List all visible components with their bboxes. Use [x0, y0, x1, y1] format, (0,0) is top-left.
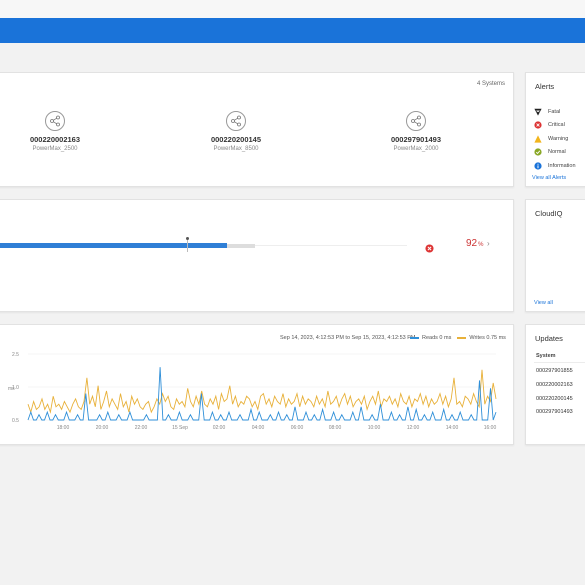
browser-strip [0, 0, 585, 18]
system-id: 000220002163 [29, 135, 81, 144]
alert-row-normal[interactable]: Normal [534, 148, 566, 156]
series-line-writes [27, 369, 497, 414]
app-header-bar [0, 18, 585, 43]
alert-row-fatal[interactable]: Fatal [534, 108, 560, 116]
updates-row[interactable]: 000297901493 [536, 409, 573, 415]
y-tick-label: 1.0 [12, 385, 19, 391]
alert-row-warning[interactable]: Warning [534, 135, 568, 143]
x-tick-label: 20:00 [96, 425, 109, 431]
series-line-reads [27, 367, 497, 421]
alert-label: Normal [548, 149, 566, 155]
alerts-title: Alerts [535, 82, 555, 91]
capacity-marker-dot [186, 237, 189, 240]
writes-legend-label[interactable]: Writes 0.75 ms [469, 335, 506, 341]
chevron-right-icon[interactable]: › [487, 239, 490, 248]
x-tick-label: 06:00 [291, 425, 304, 431]
view-all-alerts-link[interactable]: View all Alerts [532, 175, 567, 181]
x-tick-label: 02:00 [213, 425, 226, 431]
system-item[interactable]: 000220002163 PowerMax_2500 [15, 111, 95, 152]
capacity-divider [255, 245, 407, 246]
updates-row[interactable]: 000220002163 [536, 382, 573, 388]
x-tick-label: 15 Sep [172, 425, 188, 431]
updates-card: Updates System 000297901855 000220002163… [525, 324, 585, 445]
alert-row-critical[interactable]: Critical [534, 121, 565, 129]
cloudiq-card: CloudIQ View all [525, 199, 585, 312]
critical-icon [425, 240, 434, 258]
system-item[interactable]: 000220200145 PowerMax_8500 [196, 111, 276, 152]
share-icon [406, 111, 426, 131]
y-tick-label: 2.5 [12, 352, 19, 358]
systems-count: 4 Systems [476, 81, 505, 87]
reads-legend-label[interactable]: Reads 0 ms [422, 335, 452, 341]
system-id: 000297901493 [390, 135, 442, 144]
x-tick-label: 10:00 [368, 425, 381, 431]
writes-legend-swatch [457, 337, 467, 339]
capacity-percent-unit: % [478, 242, 484, 248]
updates-row[interactable]: 000297901855 [536, 368, 573, 374]
alert-label: Information [548, 163, 576, 169]
updates-column-header: System [536, 353, 556, 359]
updates-title: Updates [535, 334, 563, 343]
system-item[interactable]: 000297901493 PowerMax_2000 [376, 111, 456, 152]
chart-legend: Reads 0 ms Writes 0.75 ms [410, 335, 506, 341]
fatal-icon [534, 108, 542, 116]
latency-chart: ms 2.5 1.0 0.5 18:00 20:00 22:00 15 Sep 02:00 04:… [8, 352, 497, 431]
x-tick-label: 22:00 [135, 425, 148, 431]
alerts-card: Alerts Fatal Critical Warning Normal Inf… [525, 72, 585, 187]
view-all-link[interactable]: View all [534, 300, 553, 306]
warning-icon [534, 135, 542, 143]
systems-card: 4 Systems 000220002163 PowerMax_2500 000… [0, 72, 514, 187]
capacity-marker [187, 240, 188, 252]
alert-label: Warning [548, 136, 569, 142]
x-tick-label: 08:00 [329, 425, 342, 431]
alert-label: Critical [548, 122, 565, 128]
updates-divider [534, 362, 585, 363]
alert-label: Fatal [548, 109, 561, 115]
system-model: PowerMax_2000 [393, 146, 439, 152]
y-axis-label: ms [8, 386, 15, 392]
critical-icon [534, 121, 542, 129]
system-id: 000220200145 [210, 135, 262, 144]
cloudiq-title: CloudIQ [535, 209, 563, 218]
share-icon [45, 111, 65, 131]
updates-row[interactable]: 000220200145 [536, 396, 573, 402]
capacity-percent-value: 92 [466, 238, 478, 249]
y-tick-label: 0.5 [12, 418, 19, 424]
info-icon [534, 162, 542, 170]
share-icon [226, 111, 246, 131]
x-tick-label: 14:00 [446, 425, 459, 431]
alert-row-information[interactable]: Information [534, 162, 576, 170]
date-range[interactable]: Sep 14, 2023, 4:12:53 PM to Sep 15, 2023… [280, 335, 416, 341]
reads-legend-swatch [410, 337, 419, 339]
x-tick-label: 16:00 [484, 425, 497, 431]
capacity-card [0, 199, 514, 312]
system-model: PowerMax_2500 [32, 146, 78, 152]
capacity-percent: 92% [466, 238, 483, 249]
normal-icon [534, 148, 542, 156]
capacity-bar-fill [0, 243, 227, 248]
x-tick-label: 12:00 [407, 425, 420, 431]
x-tick-label: 04:00 [252, 425, 265, 431]
x-tick-label: 18:00 [57, 425, 70, 431]
system-model: PowerMax_8500 [213, 146, 259, 152]
